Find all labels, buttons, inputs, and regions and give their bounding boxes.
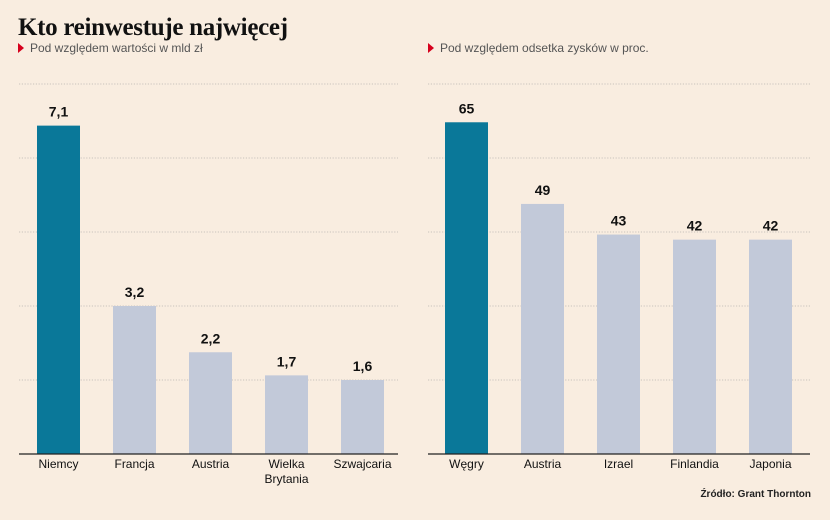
bar (521, 203, 564, 454)
category-label: Szwajcaria (333, 457, 391, 471)
bar (189, 352, 232, 454)
bar-value-label: 1,7 (277, 353, 297, 369)
bar-value-label: 2,2 (201, 330, 221, 346)
bar (445, 122, 488, 454)
category-label: Finlandia (670, 457, 719, 471)
bar (37, 125, 80, 454)
bar (749, 239, 792, 454)
bar (265, 375, 308, 454)
bar (673, 239, 716, 454)
category-label: Austria (524, 457, 562, 471)
bar-value-label: 65 (459, 100, 475, 116)
red-triangle-icon (428, 43, 434, 53)
category-label: Brytania (264, 472, 308, 486)
bar-value-label: 43 (611, 213, 627, 229)
bar (597, 234, 640, 454)
category-label: Japonia (749, 457, 791, 471)
bar-value-label: 42 (687, 218, 703, 234)
bar (341, 380, 384, 454)
bar-value-label: 1,6 (353, 358, 373, 374)
category-label: Niemcy (38, 457, 78, 471)
source-note: Źródło: Grant Thornton (700, 489, 811, 500)
left-subtitle-text: Pod względem wartości w mld zł (30, 41, 203, 55)
bar (113, 306, 156, 454)
bar-value-label: 3,2 (125, 284, 145, 300)
red-triangle-icon (18, 43, 24, 53)
right-subtitle: Pod względem odsetka zysków w proc. (428, 41, 649, 55)
chart-title: Kto reinwestuje najwięcej (18, 14, 288, 41)
left-subtitle: Pod względem wartości w mld zł (18, 41, 203, 55)
category-label: Austria (192, 457, 230, 471)
category-label: Wielka (268, 457, 304, 471)
right-subtitle-text: Pod względem odsetka zysków w proc. (440, 41, 649, 55)
bar-value-label: 49 (535, 182, 551, 198)
bar-value-label: 42 (763, 218, 779, 234)
category-label: Węgry (449, 457, 484, 471)
category-label: Izrael (604, 457, 633, 471)
bar-value-label: 7,1 (49, 104, 69, 120)
category-label: Francja (114, 457, 154, 471)
